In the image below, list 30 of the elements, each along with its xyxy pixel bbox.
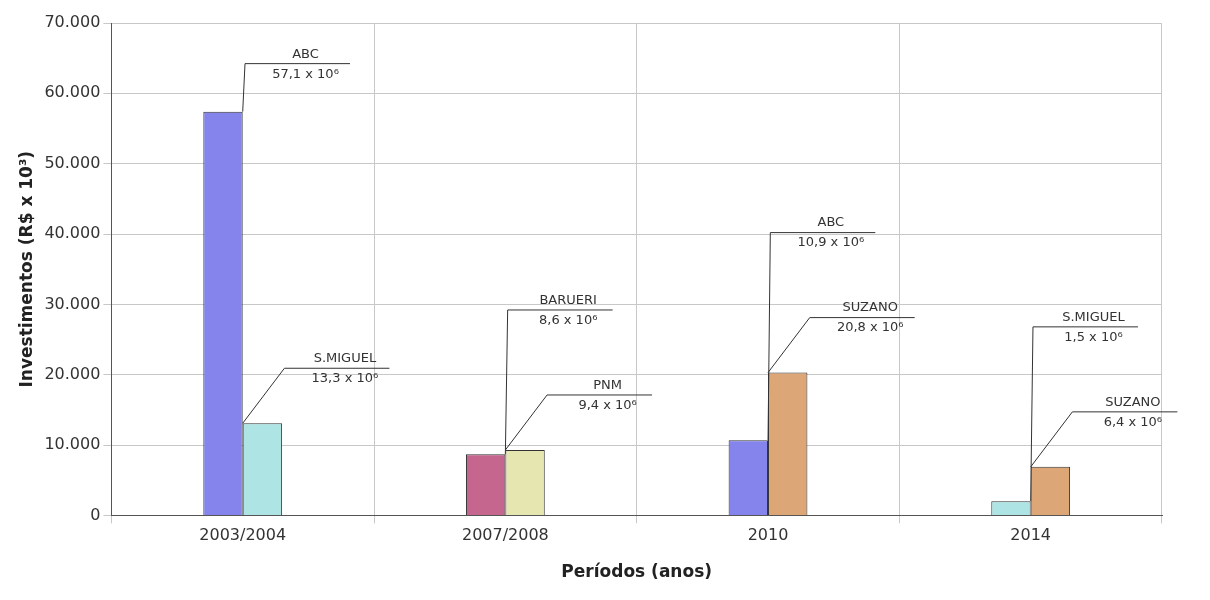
x-tick-label: 2014 [1010,525,1052,545]
x-tick-label: 2007/2008 [461,525,549,545]
annotation: 57,1 x 10⁶ [272,65,339,81]
annotation: S.MIGUEL [313,350,377,366]
annotation: 10,9 x 10⁶ [797,234,865,250]
annotation: SUZANO [842,299,898,315]
annotation: SUZANO [1105,393,1161,409]
x-axis-title: Períodos (anos) [561,561,713,582]
y-axis-title: Investimentos (R$ x 10³) [15,150,36,388]
annotation: 8,6 x 10⁶ [538,311,598,327]
annotation: BARUERI [539,291,597,307]
y-tick-label: 30.000 [44,293,101,313]
y-tick-label: 50.000 [44,152,101,172]
annotation: S.MIGUEL [1062,308,1126,324]
annotation: 13,3 x 10⁶ [311,370,379,386]
x-tick-label: 2010 [747,525,789,545]
annotation: PNM [593,376,622,392]
y-tick-label: 20.000 [44,363,101,383]
annotation: 20,8 x 10⁶ [836,319,904,335]
annotation: ABC [292,45,319,61]
y-tick-label: 10.000 [44,434,101,454]
x-tick-label: 2003/2004 [199,525,287,545]
y-tick-label: 40.000 [44,223,101,243]
y-tick-label: 60.000 [44,82,101,102]
annotation: 9,4 x 10⁶ [578,396,637,412]
annotation: 6,4 x 10⁶ [1103,413,1163,429]
annotation: ABC [817,214,845,230]
y-tick-label: 70.000 [44,12,101,32]
y-tick-label: 0 [90,504,101,524]
annotation: 1,5 x 10⁶ [1064,328,1123,344]
